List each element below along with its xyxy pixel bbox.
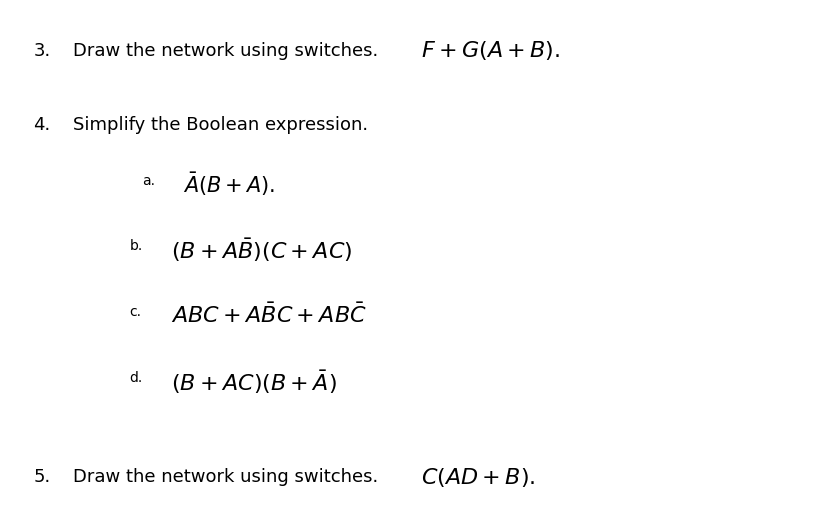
Text: Draw the network using switches.: Draw the network using switches.	[73, 468, 379, 486]
Text: $(\mathit{B} + \mathit{A}\bar{\mathit{B}})(\mathit{C} + \mathit{A}\mathit{C})$: $(\mathit{B} + \mathit{A}\bar{\mathit{B}…	[171, 237, 353, 264]
Text: c.: c.	[129, 305, 141, 319]
Text: a.: a.	[142, 174, 155, 188]
Text: $(\mathit{B} + \mathit{A}\mathit{C})(\mathit{B} + \bar{\mathit{A}})$: $(\mathit{B} + \mathit{A}\mathit{C})(\ma…	[171, 368, 337, 396]
Text: Simplify the Boolean expression.: Simplify the Boolean expression.	[73, 116, 369, 134]
Text: $\mathit{F} + \mathit{G}(\mathit{A} + \mathit{B}).$: $\mathit{F} + \mathit{G}(\mathit{A} + \m…	[421, 39, 560, 63]
Text: Draw the network using switches.: Draw the network using switches.	[73, 42, 379, 60]
Text: $\mathit{C}(\mathit{A}\mathit{D} + \mathit{B}).$: $\mathit{C}(\mathit{A}\mathit{D} + \math…	[421, 466, 535, 489]
Text: $\bar{\mathit{A}}(\mathit{B} + \mathit{A}).$: $\bar{\mathit{A}}(\mathit{B} + \mathit{A…	[183, 171, 276, 198]
Text: b.: b.	[129, 239, 143, 254]
Text: 4.: 4.	[33, 116, 51, 134]
Text: d.: d.	[129, 371, 143, 385]
Text: $\mathit{A}\mathit{B}\mathit{C} + \mathit{A}\bar{\mathit{B}}\mathit{C} + \mathit: $\mathit{A}\mathit{B}\mathit{C} + \mathi…	[171, 302, 367, 327]
Text: 5.: 5.	[33, 468, 51, 486]
Text: 3.: 3.	[33, 42, 51, 60]
